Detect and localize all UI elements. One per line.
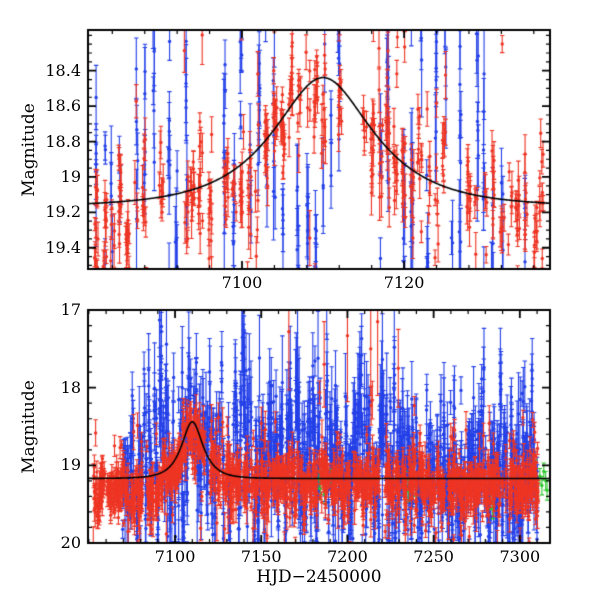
light-curve-figure: Magnitude Magnitude HJD−2450000 7100 7120… bbox=[0, 0, 600, 600]
light-curve-canvas bbox=[0, 0, 600, 600]
